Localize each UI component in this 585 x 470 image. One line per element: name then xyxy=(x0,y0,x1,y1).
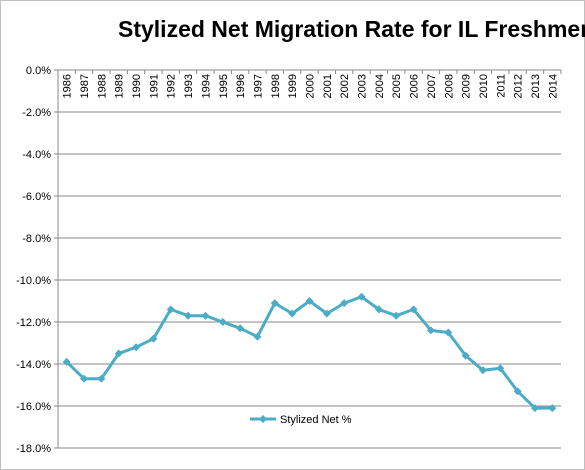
data-point xyxy=(132,343,141,352)
y-tick-labels: 0.0% -2.0% -4.0% -6.0% -8.0% -10.0% -12.0% -14.… xyxy=(16,65,51,455)
x-tick-label: 1999 xyxy=(287,74,299,98)
y-tick-label: -6.0% xyxy=(22,191,51,203)
y-tick-label: -4.0% xyxy=(22,149,51,161)
x-tick-label: 2002 xyxy=(339,74,351,98)
y-tick-label: -16.0% xyxy=(16,401,51,413)
y-tick-label: -18.0% xyxy=(16,443,51,455)
data-point xyxy=(80,374,89,383)
data-point xyxy=(166,305,175,314)
x-tick-label: 1998 xyxy=(270,74,282,98)
series-layer xyxy=(62,292,557,413)
x-tick-label: 1997 xyxy=(252,74,264,98)
data-point xyxy=(357,292,366,301)
data-point xyxy=(322,309,331,318)
x-tick-label: 1995 xyxy=(218,74,230,98)
x-tick-label: 2011 xyxy=(495,74,507,98)
x-tick-label: 2007 xyxy=(426,74,438,98)
gridlines xyxy=(58,69,561,449)
legend: Stylized Net % xyxy=(250,414,352,426)
data-point xyxy=(461,351,470,360)
y-tick-label: -2.0% xyxy=(22,107,51,119)
data-point xyxy=(218,318,227,326)
data-point xyxy=(62,357,71,366)
data-point xyxy=(426,326,435,335)
x-tick-labels: 1986 1987 1988 1989 1990 1991 1992 1993 1994 1995… xyxy=(62,74,560,98)
data-point xyxy=(149,334,158,343)
legend-label: Stylized Net % xyxy=(280,414,352,426)
x-tick-label: 1996 xyxy=(235,74,247,98)
data-point xyxy=(444,328,453,337)
x-tick-label: 1993 xyxy=(183,74,195,98)
data-point xyxy=(305,297,314,305)
data-point xyxy=(288,309,297,318)
x-tick-label: 2000 xyxy=(305,74,317,98)
series-line xyxy=(65,295,553,410)
y-tick-label: -12.0% xyxy=(16,317,51,329)
data-point xyxy=(548,404,557,413)
x-tick-label: 2008 xyxy=(443,74,455,98)
y-tick-label: -8.0% xyxy=(22,233,51,245)
x-tick-label: 2004 xyxy=(374,74,386,98)
data-point xyxy=(478,366,487,375)
x-tick-label: 1986 xyxy=(62,74,74,98)
x-tick-label: 2014 xyxy=(547,74,559,98)
y-tick-label: -14.0% xyxy=(16,359,51,371)
x-tick-label: 2001 xyxy=(322,74,334,98)
data-point xyxy=(392,311,401,320)
data-point xyxy=(201,311,210,320)
x-tick-label: 2013 xyxy=(530,74,542,98)
x-tick-label: 2010 xyxy=(478,74,490,98)
x-tick-label: 1988 xyxy=(96,74,108,98)
x-tick-label: 2009 xyxy=(461,74,473,98)
data-point xyxy=(270,299,279,308)
legend-swatch-marker xyxy=(259,415,267,423)
x-tick-label: 2005 xyxy=(391,74,403,98)
data-point xyxy=(513,387,522,396)
x-tick-label: 2003 xyxy=(357,74,369,98)
x-tick-label: 1990 xyxy=(131,74,143,98)
data-point xyxy=(340,299,349,308)
x-tick-label: 1991 xyxy=(148,74,160,98)
data-point xyxy=(236,324,245,333)
data-point xyxy=(530,404,539,413)
x-tick-label: 1992 xyxy=(166,74,178,98)
data-point xyxy=(374,305,383,314)
y-tick-label: -10.0% xyxy=(16,275,51,287)
data-point xyxy=(97,374,106,383)
data-point xyxy=(409,305,418,314)
data-point xyxy=(496,364,505,373)
data-point xyxy=(253,332,262,341)
chart-title: Stylized Net Migration Rate for IL Fresh… xyxy=(118,16,585,42)
x-tick-label: 2006 xyxy=(409,74,421,98)
x-tick-label: 1987 xyxy=(79,74,91,98)
x-tick-label: 1994 xyxy=(200,74,212,98)
x-tick-label: 2012 xyxy=(513,74,525,98)
data-point xyxy=(184,311,193,320)
y-tick-label: 0.0% xyxy=(26,65,51,77)
axes xyxy=(54,69,562,449)
data-point xyxy=(114,349,123,358)
x-tick-label: 1989 xyxy=(114,74,126,98)
